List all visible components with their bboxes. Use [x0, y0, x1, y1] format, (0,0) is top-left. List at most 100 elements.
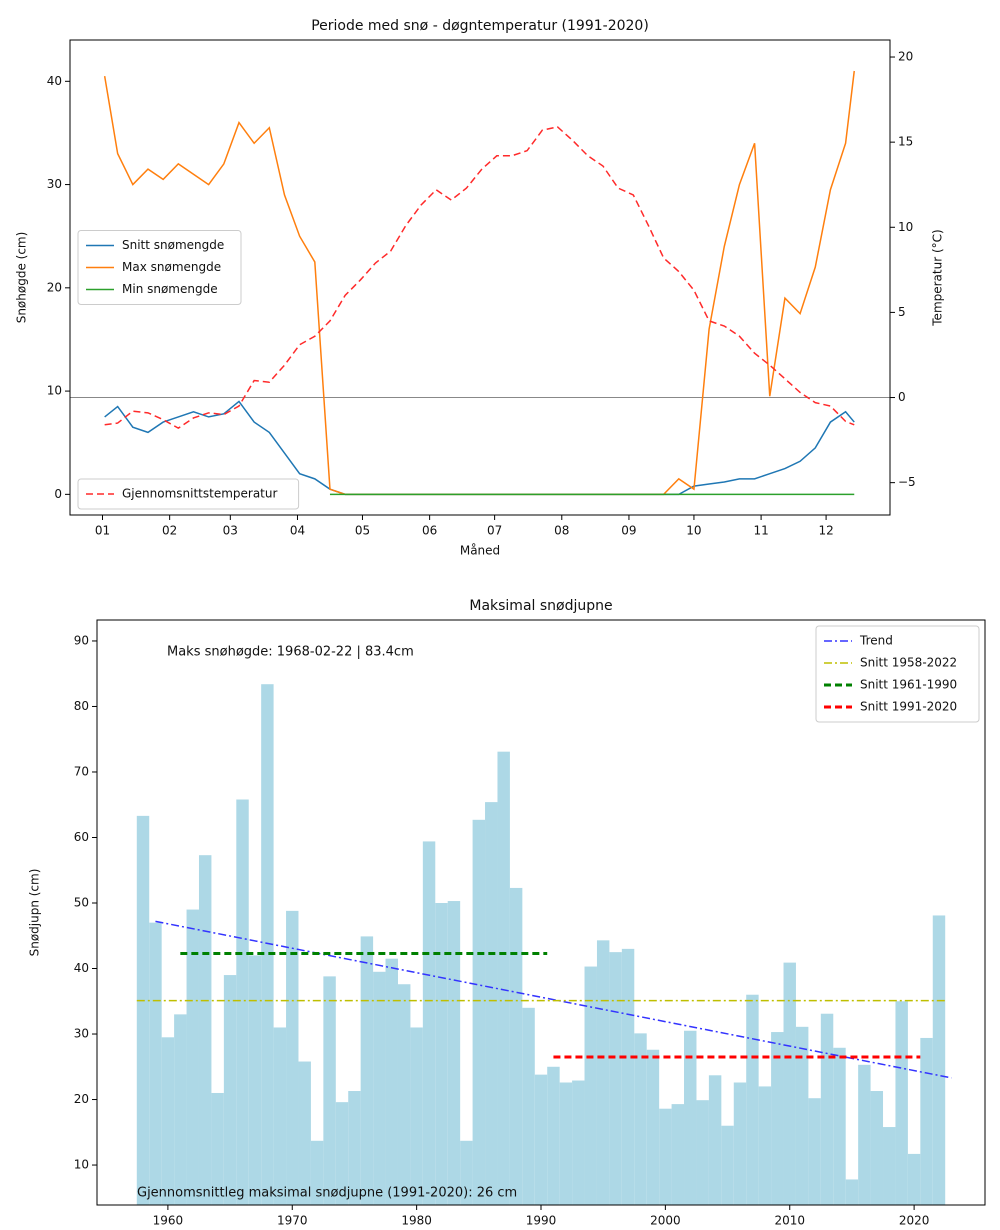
bar [310, 1140, 324, 1205]
bar [684, 1030, 697, 1205]
bar [472, 819, 486, 1205]
bar [273, 1027, 287, 1205]
bar [820, 1013, 834, 1205]
x-tick-label: 1960 [153, 1214, 184, 1228]
bar [783, 962, 796, 1205]
bar [360, 936, 374, 1205]
bar [572, 1080, 585, 1205]
legend-label: Min snømengde [122, 282, 218, 296]
bar [422, 841, 436, 1205]
bar [907, 1153, 921, 1205]
y2-tick-label: 15 [898, 135, 913, 149]
y-tick-label: 10 [47, 384, 62, 398]
x-tick-label: 01 [95, 524, 110, 538]
annotation: Maks snøhøgde: 1968-02-22 | 83.4cm [167, 645, 414, 660]
legend-label: Trend [859, 634, 893, 648]
x-tick-label: 2010 [774, 1214, 805, 1228]
bar [584, 966, 597, 1205]
y-tick-label: 30 [47, 177, 62, 191]
bar [186, 909, 199, 1205]
bar [497, 751, 510, 1205]
bar [547, 1066, 560, 1205]
bar [211, 1092, 224, 1205]
bar [808, 1098, 821, 1205]
x-tick-label: 06 [422, 524, 437, 538]
chart-title: Periode med snø - døgntemperatur (1991-2… [311, 18, 649, 34]
x-tick-label: 07 [487, 524, 502, 538]
bar [522, 1007, 535, 1205]
bar [397, 984, 411, 1205]
bar [435, 903, 448, 1205]
series-line [104, 126, 855, 430]
bar [286, 910, 299, 1205]
bar [920, 1037, 933, 1205]
x-tick-label: 03 [223, 524, 238, 538]
y-tick-label: 80 [74, 699, 89, 713]
bar [559, 1082, 573, 1205]
bar [833, 1047, 846, 1205]
bar [485, 802, 498, 1205]
y-tick-label: 0 [54, 487, 62, 501]
y-tick-label: 20 [74, 1092, 89, 1106]
bar [646, 1049, 660, 1205]
y-axis-label: Snødjupn (cm) [28, 869, 42, 957]
plot-frame [69, 39, 891, 516]
y-tick-label: 60 [74, 830, 89, 844]
y-tick-label: 50 [74, 896, 89, 910]
bar [136, 815, 150, 1205]
bar [634, 1033, 647, 1205]
y-tick-label: 90 [74, 633, 89, 647]
bar [883, 1127, 896, 1205]
x-tick-label: 1970 [277, 1214, 308, 1228]
y-tick-label: 30 [74, 1027, 89, 1041]
bar [858, 1064, 871, 1205]
bar [758, 1086, 772, 1205]
x-axis-label: Måned [460, 544, 500, 558]
x-tick-label: 04 [290, 524, 305, 538]
annotation: Gjennomsnittleg maksimal snødjupne (1991… [137, 1186, 517, 1201]
legend-label: Snitt 1991-2020 [860, 700, 957, 714]
bar [385, 958, 398, 1205]
legend-label: Gjennomsnittstemperatur [122, 487, 277, 501]
bar [708, 1075, 722, 1205]
bar [410, 1027, 423, 1205]
y2-axis-label: Temperatur (°C) [931, 229, 945, 326]
bar [870, 1091, 884, 1205]
bar [298, 1061, 311, 1205]
bar [795, 1026, 809, 1205]
y-tick-label: 40 [74, 961, 89, 975]
bar [236, 799, 249, 1205]
y-tick-label: 10 [74, 1158, 89, 1172]
legend-label: Snitt 1961-1990 [860, 678, 957, 692]
x-tick-label: 12 [818, 524, 833, 538]
bar [746, 994, 759, 1205]
bar [721, 1125, 734, 1205]
bar [335, 1102, 349, 1205]
bar [248, 955, 262, 1205]
bar [460, 1140, 473, 1205]
bar [261, 684, 274, 1205]
legend-box [77, 478, 300, 510]
x-tick-label: 2000 [650, 1214, 681, 1228]
bar [174, 1014, 187, 1205]
bar [447, 901, 461, 1205]
bar [149, 922, 162, 1205]
bar [621, 948, 635, 1205]
bar [609, 952, 622, 1205]
y2-tick-label: 20 [898, 50, 913, 64]
legend-box [815, 625, 980, 723]
bar [671, 1104, 685, 1205]
y-axis-label: Snøhøgde (cm) [15, 232, 29, 324]
x-tick-label: 10 [686, 524, 701, 538]
bar [771, 1032, 784, 1205]
bar [373, 971, 386, 1205]
legend-label: Snitt 1958-2022 [860, 656, 957, 670]
y-tick-label: 20 [47, 280, 62, 294]
bar [845, 1179, 859, 1205]
bar [534, 1074, 548, 1205]
bar [509, 887, 523, 1205]
bar [223, 975, 237, 1205]
legend-box [77, 230, 242, 305]
y2-tick-label: 10 [898, 220, 913, 234]
